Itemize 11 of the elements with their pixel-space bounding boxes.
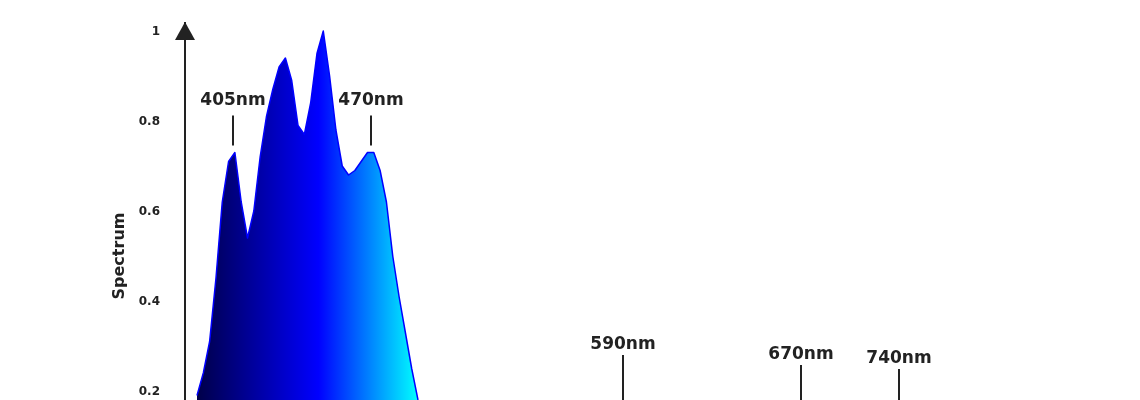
annotation: 470nm — [338, 88, 404, 109]
y-tick-label: 0.4 — [138, 294, 160, 309]
y-axis-title: Spectrum — [109, 212, 128, 300]
annotation: 405nm — [200, 88, 266, 109]
text: 740nm — [866, 347, 932, 367]
y-tick-label: 0.2 — [138, 384, 160, 399]
text: 590nm — [590, 333, 656, 353]
y-tick-label: 1 — [151, 24, 160, 39]
text: 670nm — [768, 343, 834, 363]
y-tick-label: 0.6 — [138, 204, 160, 219]
y-tick-label: 0.8 — [138, 114, 160, 129]
